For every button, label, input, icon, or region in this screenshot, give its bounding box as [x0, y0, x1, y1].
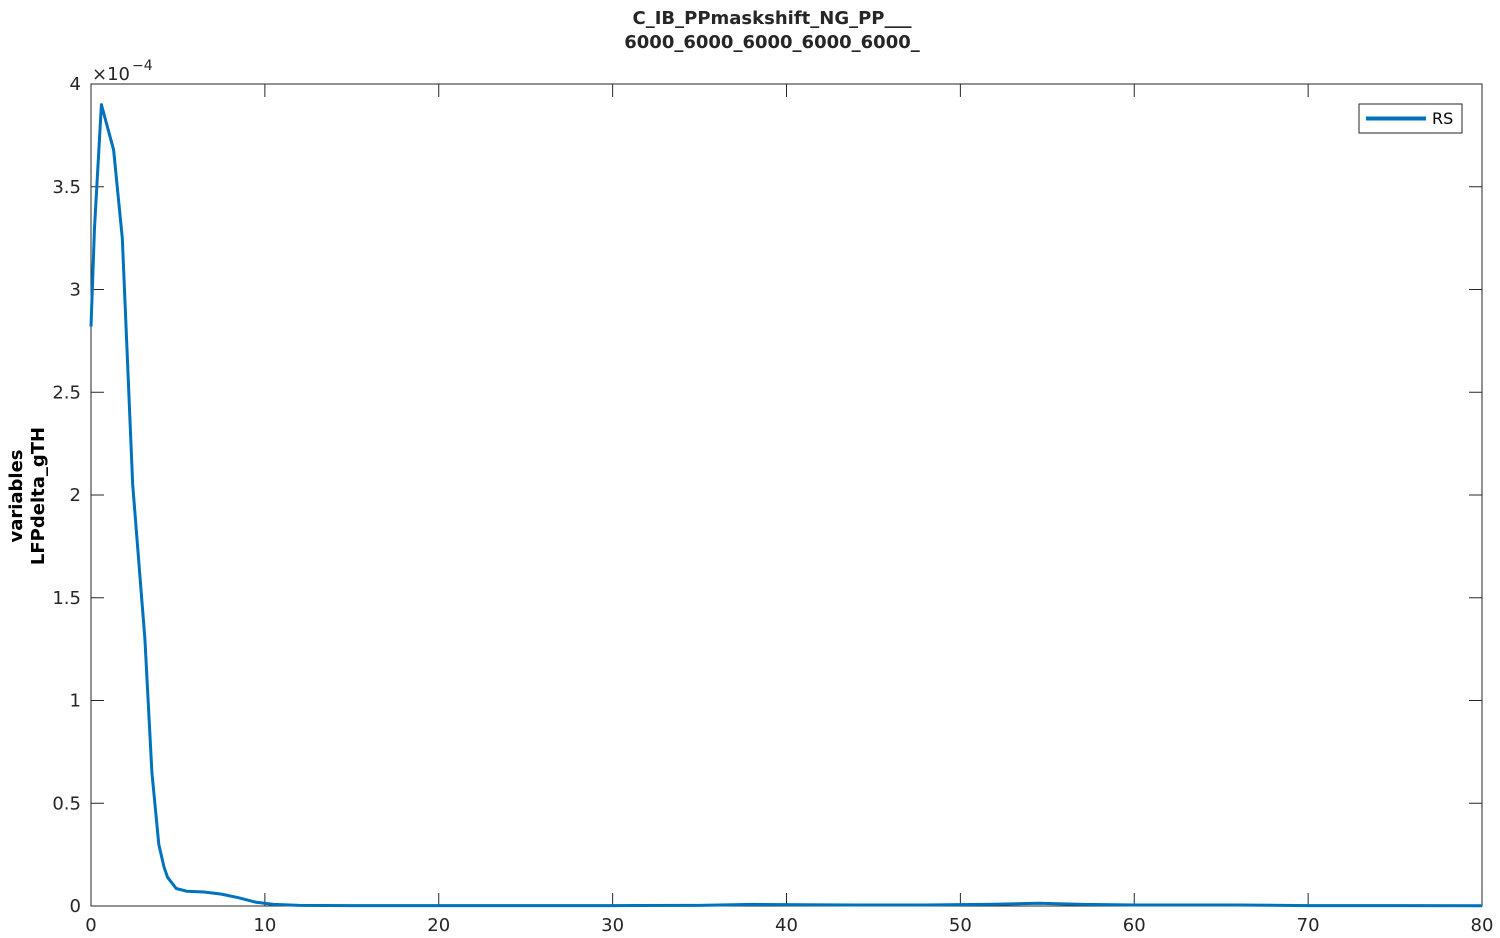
x-tick-label: 50: [949, 915, 972, 936]
x-tick-label: 0: [85, 915, 96, 936]
y-axis-label: variables LFPdelta_gTH: [6, 427, 49, 565]
x-tick-label: 20: [427, 915, 450, 936]
y-axis-ticks: 0 0.5 1 1.5 2 2.5 3 3.5 4: [52, 74, 1482, 917]
x-tick-label: 80: [1471, 915, 1494, 936]
y-exponent-label: ×10 −4: [92, 58, 153, 85]
y-exponent-power: −4: [132, 58, 153, 74]
y-tick-label: 1.5: [52, 588, 81, 609]
y-tick-label: 0.5: [52, 793, 81, 814]
x-tick-label: 70: [1297, 915, 1320, 936]
x-tick-label: 60: [1123, 915, 1146, 936]
chart-title-line-1: C_IB_PPmaskshift_NG_PP___: [633, 8, 912, 29]
x-axis-ticks: 0 10 20 30 40 50 60 70 80: [85, 84, 1493, 936]
y-exponent-base: ×10: [92, 64, 130, 85]
y-tick-label: 4: [70, 74, 81, 95]
legend-label-rs: RS: [1432, 109, 1453, 128]
y-axis-label-line-2: LFPdelta_gTH: [28, 427, 49, 565]
y-axis-label-line-1: variables: [6, 449, 27, 542]
series-group: [89, 103, 1483, 908]
y-tick-label: 3: [70, 280, 81, 301]
y-tick-label: 3.5: [52, 177, 81, 198]
chart-title-line-2: 6000_6000_6000_6000_6000_: [624, 32, 920, 53]
y-tick-label: 2: [70, 485, 81, 506]
y-tick-label: 2.5: [52, 382, 81, 403]
x-tick-label: 40: [775, 915, 798, 936]
y-tick-label: 0: [70, 896, 81, 917]
x-tick-label: 30: [601, 915, 624, 936]
x-tick-label: 10: [253, 915, 276, 936]
series-line-rs: [89, 103, 1483, 908]
legend: RS: [1358, 103, 1463, 134]
y-tick-label: 1: [70, 691, 81, 712]
